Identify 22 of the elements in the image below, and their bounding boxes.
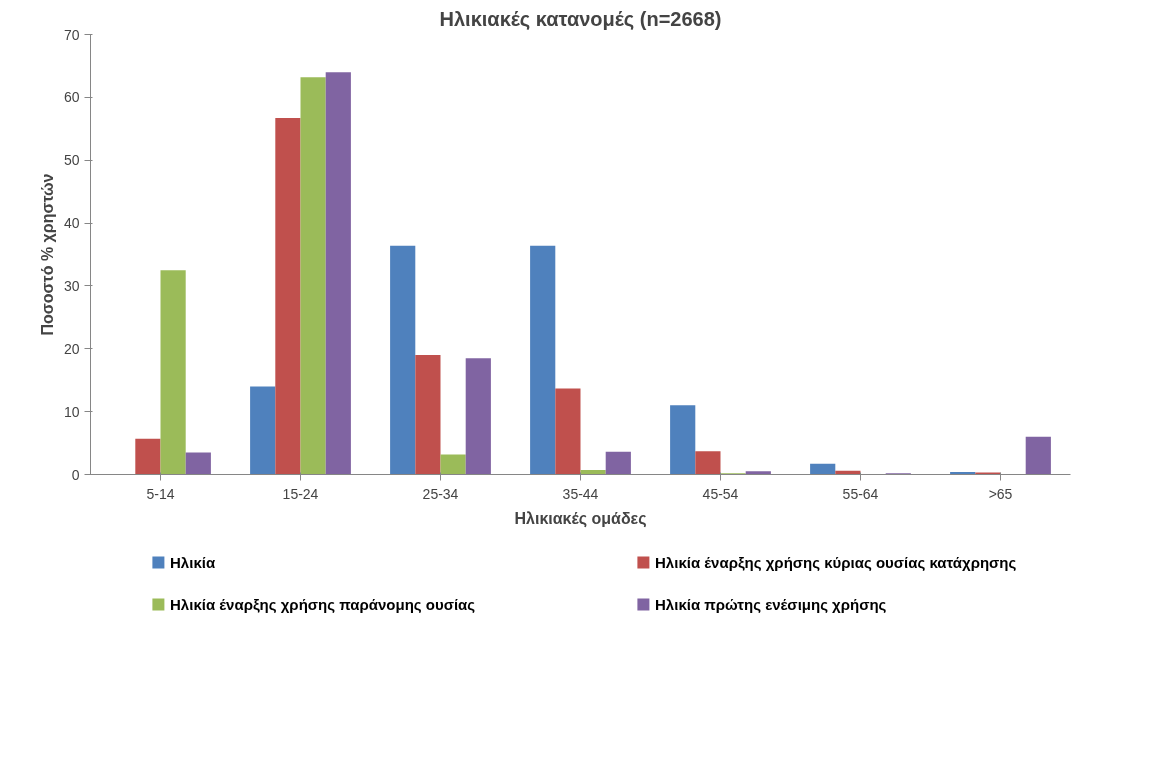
- chart-title: Ηλικιακές κατανομές (n=2668): [439, 7, 722, 30]
- y-tick-label: 30: [63, 277, 80, 294]
- legend-label: Ηλικία έναρξης χρήσης παράνομης ουσίας: [170, 596, 476, 613]
- legend-label: Ηλικία: [170, 554, 216, 571]
- x-axis-title: Ηλικιακές ομάδες: [514, 509, 647, 528]
- y-axis-title: Ποσοστό % χρηστών: [38, 173, 56, 336]
- y-tick-label: 10: [63, 403, 80, 420]
- x-tick-label: >65: [988, 485, 1013, 502]
- legend-label: Ηλικία έναρξης χρήσης κύριας ουσίας κατάχρησης: [655, 554, 1017, 571]
- y-tick-label: 70: [63, 26, 80, 43]
- y-tick-label: 20: [63, 340, 80, 357]
- x-tick-label: 45-54: [702, 485, 739, 502]
- x-tick-label: 5-14: [146, 485, 175, 502]
- x-tick-label: 15-24: [282, 485, 319, 502]
- y-tick-label: 40: [63, 215, 80, 232]
- y-tick-label: 60: [63, 89, 80, 106]
- legend-label: Ηλικία πρώτης ενέσιμης χρήσης: [655, 596, 887, 613]
- y-tick-label: 0: [71, 466, 80, 483]
- x-tick-label: 25-34: [422, 485, 459, 502]
- y-tick-label: 50: [63, 152, 80, 169]
- x-tick-label: 55-64: [842, 485, 879, 502]
- x-tick-label: 35-44: [562, 485, 599, 502]
